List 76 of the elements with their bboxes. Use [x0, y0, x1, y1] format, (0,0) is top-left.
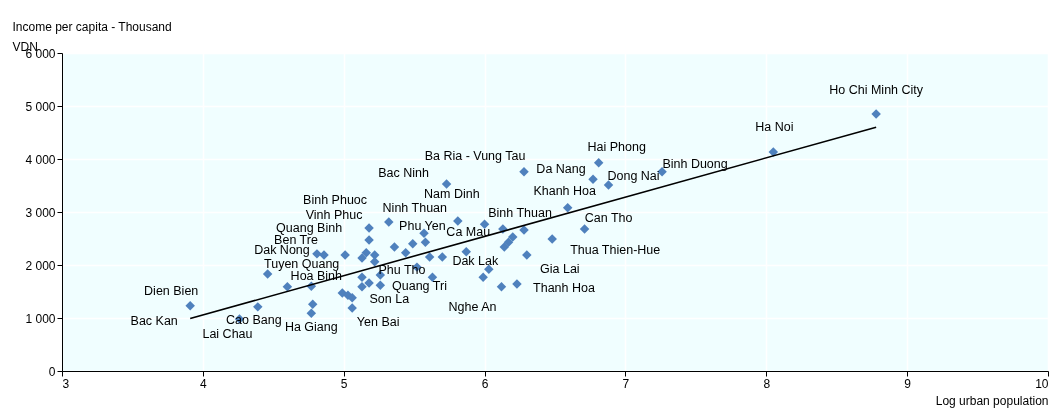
data-label: Vinh Phuc — [305, 208, 363, 223]
point — [185, 301, 195, 311]
data-label: Dong Nai — [607, 168, 660, 183]
data-label: Hai Phong — [587, 139, 646, 154]
data-label: Binh Phuoc — [303, 192, 368, 207]
data-label: Cao Bang — [225, 312, 282, 327]
y-tick-label: 5 000 — [25, 99, 56, 114]
data-label: Binh Duong — [662, 156, 728, 171]
point — [484, 264, 494, 274]
x-tick-label: 6 — [481, 376, 489, 391]
point — [253, 302, 263, 312]
data-label: Quang Tri — [392, 279, 447, 294]
point — [478, 272, 488, 282]
y-tick-label: 4 000 — [25, 152, 56, 167]
point — [282, 281, 293, 292]
data-label: Phu Yen — [399, 219, 446, 234]
point — [420, 237, 431, 247]
data-label: Ca Mau — [446, 224, 491, 239]
data-label: Gia Lai — [540, 261, 580, 276]
x-tick-label: 7 — [622, 376, 630, 391]
point — [499, 242, 510, 252]
data-label: Nam Dinh — [424, 187, 480, 202]
point — [384, 217, 394, 227]
y-tick-label: 3 000 — [25, 205, 56, 220]
data-label: Da Nang — [536, 162, 586, 177]
data-label: Binh Thuan — [488, 206, 552, 221]
point — [369, 257, 380, 267]
point — [519, 166, 529, 177]
point — [593, 157, 604, 168]
point — [461, 247, 471, 257]
data-label: Can Tho — [584, 210, 633, 225]
point — [306, 308, 317, 318]
data-label: Bac Ninh — [378, 165, 429, 180]
data-label: Thanh Hoa — [533, 281, 595, 296]
point — [503, 237, 514, 247]
point — [424, 252, 435, 262]
point — [407, 239, 418, 249]
data-label: Nghe An — [448, 299, 497, 314]
point — [437, 252, 448, 262]
x-tick-label: 5 — [340, 376, 348, 391]
point — [400, 248, 411, 258]
data-label: Ninh Thuan — [382, 201, 448, 216]
data-label: Ba Ria - Vung Tau — [424, 148, 526, 163]
annotation: Bac Kan — [130, 313, 178, 328]
x-tick-label: 4 — [200, 376, 208, 391]
data-label: Dien Bien — [144, 283, 199, 298]
point — [441, 179, 452, 189]
y-tick-label: 1 000 — [25, 311, 56, 326]
data-label: Son La — [369, 292, 410, 307]
data-label: Ho Chi Minh City — [829, 82, 924, 97]
data-label: Lai Chau — [202, 327, 253, 342]
point — [389, 242, 400, 252]
point — [562, 203, 573, 213]
y-tick-label: 0 — [48, 364, 56, 379]
data-label: Ha Giang — [284, 320, 338, 335]
data-label: Ha Noi — [755, 120, 794, 135]
point — [361, 248, 371, 258]
point — [496, 281, 507, 292]
point — [307, 299, 318, 309]
data-label: Yen Bai — [356, 314, 400, 329]
data-label: Tuyen Quang — [264, 257, 340, 272]
data-label: Dak Lak — [452, 254, 499, 269]
y-tick-label: 2 000 — [25, 258, 56, 273]
x-tick-label: 10 — [1035, 376, 1049, 391]
point — [357, 281, 367, 292]
data-label: Khanh Hoa — [533, 183, 596, 198]
data-label: Quang Binh — [276, 220, 343, 235]
point — [579, 224, 590, 234]
x-tick-label: 3 — [62, 376, 70, 391]
data-label: Phu Tho — [378, 263, 426, 278]
x-tick-label: 9 — [904, 376, 912, 391]
data-label: Thua Thien-Hue — [570, 243, 661, 258]
x-tick-label: 8 — [763, 376, 771, 391]
point — [427, 272, 438, 282]
x-axis-title: Log urban population — [935, 393, 1049, 408]
point — [375, 280, 386, 290]
